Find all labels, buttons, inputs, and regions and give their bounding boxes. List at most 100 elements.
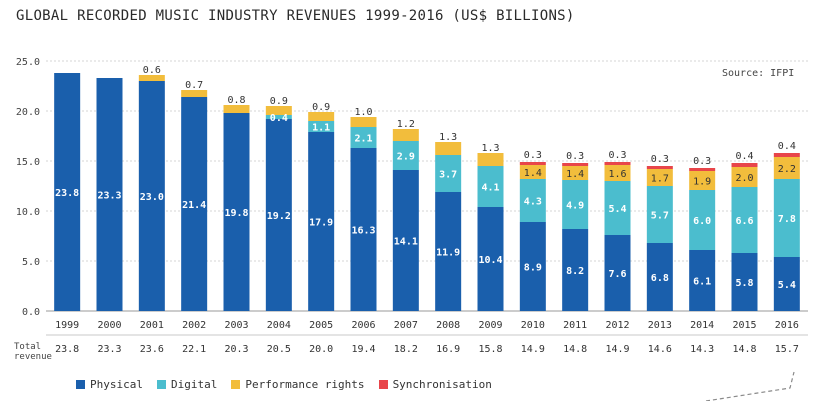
legend-label-physical: Physical (90, 378, 143, 391)
bar-segment-synchronisation (604, 162, 631, 165)
data-label: 0.7 (185, 80, 203, 91)
legend-label-synchronisation: Synchronisation (392, 378, 492, 391)
data-label: 0.3 (651, 154, 669, 165)
data-label: 0.8 (227, 95, 245, 106)
x-tick-label: 2010 (521, 320, 545, 331)
bar-segment-performance-rights (477, 153, 504, 166)
bar-segment-performance-rights (138, 75, 165, 81)
total-value: 20.5 (267, 344, 291, 355)
data-label: 6.0 (693, 216, 711, 227)
y-tick-label: 25.0 (16, 57, 40, 68)
total-value: 14.3 (690, 344, 714, 355)
bar-segment-digital (392, 141, 419, 170)
legend-item-synchronisation: Synchronisation (378, 378, 492, 391)
data-label: 0.3 (566, 151, 584, 162)
legend-swatch-physical (76, 380, 85, 389)
bar-segment-physical (773, 257, 800, 311)
x-tick-label: 2001 (140, 320, 164, 331)
bar-segment-digital (350, 127, 377, 148)
bar-segment-physical (435, 192, 462, 311)
chart-title: GLOBAL RECORDED MUSIC INDUSTRY REVENUES … (16, 8, 575, 24)
total-value: 23.8 (55, 344, 79, 355)
total-value: 16.9 (436, 344, 460, 355)
bar-segment-performance-rights (773, 157, 800, 179)
x-tick-label: 2012 (605, 320, 629, 331)
x-tick-label: 2004 (267, 320, 291, 331)
bar-segment-digital (689, 190, 716, 250)
total-value: 15.8 (478, 344, 502, 355)
x-tick-label: 2000 (97, 320, 121, 331)
bar-segment-synchronisation (689, 168, 716, 171)
bar-segment-physical (519, 222, 546, 311)
y-tick-label: 10.0 (16, 207, 40, 218)
legend-item-performance-rights: Performance rights (231, 378, 365, 391)
y-tick-label: 15.0 (16, 157, 40, 168)
bar-segment-digital (604, 181, 631, 235)
data-label: 19.8 (224, 208, 248, 219)
data-label: 23.0 (140, 192, 164, 203)
x-tick-label: 1999 (55, 320, 79, 331)
y-tick-label: 20.0 (16, 107, 40, 118)
total-value: 14.9 (521, 344, 545, 355)
x-tick-label: 2013 (648, 320, 672, 331)
data-label: 7.8 (778, 214, 796, 225)
data-label: 16.3 (351, 226, 375, 237)
x-tick-label: 2011 (563, 320, 587, 331)
y-tick-label: 0.0 (22, 307, 40, 318)
total-value: 14.9 (605, 344, 629, 355)
bar-segment-digital (265, 115, 292, 119)
bar-segment-physical (477, 207, 504, 311)
total-value: 14.8 (563, 344, 587, 355)
data-label: 6.6 (735, 216, 753, 227)
x-tick-label: 2015 (732, 320, 756, 331)
data-label: 23.3 (97, 191, 121, 202)
data-label: 4.1 (481, 183, 499, 194)
data-label: 4.9 (566, 201, 584, 212)
bar-segment-digital (773, 179, 800, 257)
total-value: 18.2 (394, 344, 418, 355)
bar-segment-physical (392, 170, 419, 311)
total-value: 15.7 (775, 344, 799, 355)
data-label: 0.6 (143, 65, 161, 76)
total-value: 14.6 (648, 344, 672, 355)
bar-segment-physical (138, 81, 165, 311)
bar-segment-performance-rights (562, 166, 589, 180)
data-label: 8.9 (524, 263, 542, 274)
bar-segment-physical (731, 253, 758, 311)
bar-segment-physical (181, 97, 208, 311)
data-label: 1.4 (566, 169, 584, 180)
data-label: 6.1 (693, 277, 711, 288)
data-label: 5.7 (651, 211, 669, 222)
bar-segment-performance-rights (265, 106, 292, 115)
bar-segment-physical (562, 229, 589, 311)
x-tick-label: 2007 (394, 320, 418, 331)
data-label: 1.4 (524, 168, 542, 179)
x-tick-label: 2006 (351, 320, 375, 331)
legend-label-performance-rights: Performance rights (245, 378, 365, 391)
data-label: 3.7 (439, 170, 457, 181)
total-value: 22.1 (182, 344, 206, 355)
total-value: 20.3 (224, 344, 248, 355)
bar-segment-physical (54, 73, 81, 311)
data-label: 0.4 (270, 113, 288, 124)
data-label: 11.9 (436, 248, 460, 259)
total-value: 23.3 (97, 344, 121, 355)
data-label: 8.2 (566, 266, 584, 277)
x-tick-label: 2005 (309, 320, 333, 331)
data-label: 19.2 (267, 211, 291, 222)
legend: Physical Digital Performance rights Sync… (76, 378, 492, 391)
bar-segment-performance-rights (308, 112, 335, 121)
legend-item-physical: Physical (76, 378, 143, 391)
bar-segment-digital (308, 121, 335, 132)
bar-segment-synchronisation (562, 163, 589, 166)
data-label: 2.1 (354, 134, 372, 145)
decorative-arrow (705, 371, 795, 401)
data-label: 17.9 (309, 218, 333, 229)
bar-segment-synchronisation (519, 162, 546, 165)
data-label: 1.1 (312, 123, 330, 134)
total-caption-line-1: Total (14, 342, 42, 352)
data-label: 5.8 (735, 278, 753, 289)
bar-segment-digital (477, 166, 504, 207)
bar-segment-performance-rights (731, 167, 758, 187)
